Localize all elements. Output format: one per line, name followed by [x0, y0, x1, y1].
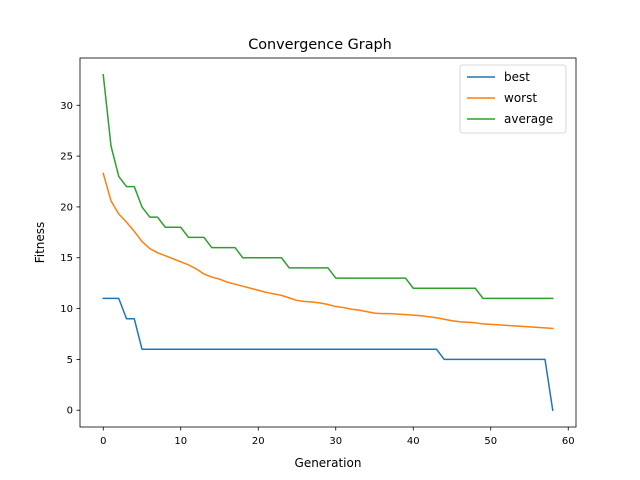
legend-label-average: average	[504, 112, 553, 126]
y-tick-label: 10	[60, 304, 73, 315]
y-axis-ticks: 0 5 10 15 20 25 30	[60, 101, 80, 417]
x-tick-label: 30	[329, 436, 342, 447]
y-tick-label: 15	[60, 253, 73, 264]
x-tick-label: 60	[562, 436, 575, 447]
x-axis-ticks: 0 10 20 30 40 50 60	[100, 427, 575, 447]
axes-frame	[79, 57, 577, 428]
legend-label-worst: worst	[504, 91, 537, 105]
x-tick-label: 0	[100, 436, 106, 447]
series-line-best	[102, 297, 554, 412]
legend-label-best: best	[504, 70, 530, 84]
y-tick-label: 5	[67, 355, 73, 366]
x-tick-label: 50	[484, 436, 497, 447]
series-line-worst	[102, 172, 554, 330]
series-line-average	[102, 73, 554, 300]
legend-box	[459, 64, 567, 134]
y-tick-label: 0	[67, 406, 73, 417]
x-tick-label: 40	[407, 436, 420, 447]
x-tick-label: 20	[252, 436, 265, 447]
plot-area	[102, 73, 554, 412]
y-tick-label: 25	[60, 152, 73, 163]
x-tick-label: 10	[174, 436, 187, 447]
y-tick-label: 30	[60, 101, 73, 112]
y-axis-label: Fitness	[33, 222, 47, 264]
chart-title: Convergence Graph	[248, 37, 392, 53]
y-tick-label: 20	[60, 202, 73, 213]
x-axis-label: Generation	[295, 456, 362, 470]
legend: best worst average	[459, 64, 567, 134]
